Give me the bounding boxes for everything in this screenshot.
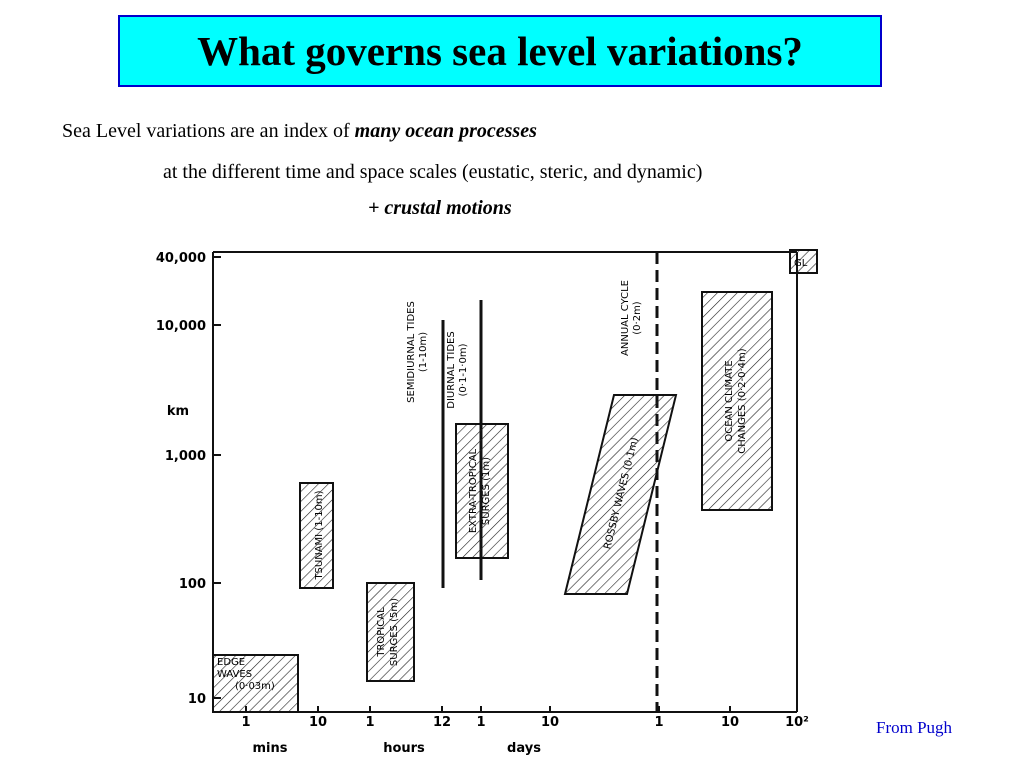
x-group-label: hours	[383, 741, 425, 756]
region-label: (0·03m)	[235, 681, 275, 692]
y-tick-label: 1,000	[165, 449, 206, 464]
region-label: EXTRA-TROPICAL	[468, 448, 479, 533]
y-unit: km	[167, 404, 189, 419]
region-label: SURGES (1m)	[481, 457, 492, 525]
region-label: WAVES	[217, 669, 252, 680]
x-group-label: days	[507, 741, 541, 756]
x-tick-label: 1	[476, 715, 485, 730]
tide-label: SEMIDIURNAL TIDES	[406, 301, 417, 403]
region-label: OCEAN CLIMATE	[724, 360, 735, 441]
x-tick-label: 10	[541, 715, 559, 730]
region-label: TSUNAMI (1-10m)	[314, 490, 325, 580]
text: Sea Level variations are an index of	[62, 120, 355, 142]
x-tick-label: 10	[309, 715, 327, 730]
region-label: EDGE	[217, 657, 245, 668]
region-label: SURGES (5m)	[389, 598, 400, 666]
emphasis: many ocean processes	[354, 120, 537, 142]
x-tick-label: 10²	[785, 715, 809, 730]
tide-label: (0·1-1·0m)	[458, 343, 469, 396]
regions	[212, 249, 818, 713]
x-tick-label: 1	[241, 715, 250, 730]
y-tick-label: 40,000	[156, 251, 206, 266]
x-tick-label: 10	[721, 715, 739, 730]
tide-label: ANNUAL CYCLE	[620, 280, 631, 356]
tide-label: (1-10m)	[418, 332, 429, 372]
title: What governs sea level variations?	[118, 15, 882, 87]
tide-label: DIURNAL TIDES	[446, 331, 457, 408]
y-tick-label: 10	[188, 692, 206, 707]
region-label: TROPICAL	[376, 607, 387, 658]
region-label: CHANGES (0·2-0·4m)	[737, 348, 748, 453]
x-group-label: mins	[253, 741, 288, 756]
subtitle-line: at the different time and space scales (…	[163, 161, 703, 183]
y-tick-label: 10,000	[156, 319, 206, 334]
y-tick-label: 100	[179, 577, 206, 592]
subtitle-line: Sea Level variations are an index of man…	[62, 120, 537, 143]
region-label: GL	[794, 258, 808, 269]
x-tick-label: 1	[365, 715, 374, 730]
subtitle-line: + crustal motions	[368, 197, 512, 219]
tide-label: (0·2m)	[632, 301, 643, 335]
x-tick-label: 1	[654, 715, 663, 730]
source: From Pugh	[876, 718, 953, 737]
x-tick-label: 12	[433, 715, 451, 730]
